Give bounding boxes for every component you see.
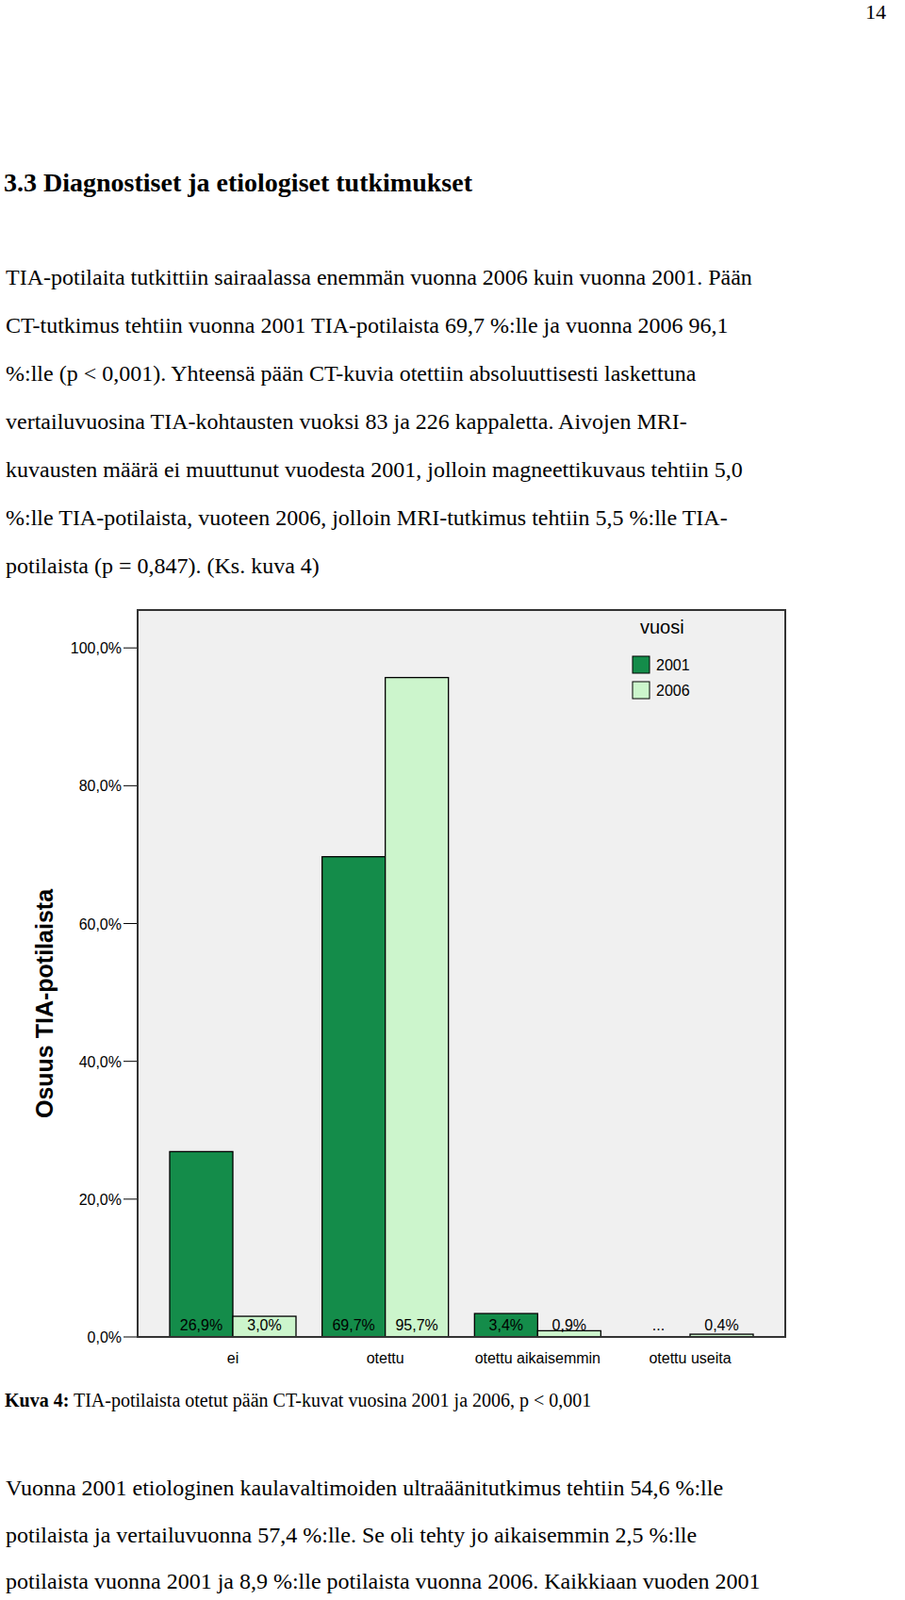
text-line: %:lle TIA-potilaista, vuoteen 2006, joll… [5,505,728,531]
data-label: 0,9% [552,1316,587,1333]
x-tick-label: ei [227,1349,239,1366]
text-line: potilaista vuonna 2001 ja 8,9 %:lle poti… [5,1568,761,1595]
chart: 0,0% 20,0% 40,0% 60,0% 80,0% 100,0% Osuus TIA-… [0,0,905,1600]
x-tick-label: otettu [366,1349,405,1366]
y-tick-label: 0,0% [87,1329,122,1346]
caption-label: Kuva 4: [4,1389,69,1411]
heading: 3.3 Diagnostiset ja etiologiset tutkimuk… [3,167,473,198]
bars [169,677,754,1337]
text-line: vertailuvuosina TIA-kohtausten vuoksi 83… [5,409,688,435]
legend-label: 2006 [656,682,691,699]
y-tick-label: 100,0% [70,640,122,657]
bar [322,856,386,1337]
text-line: CT-tutkimus tehtiin vuonna 2001 TIA-poti… [5,312,729,339]
y-axis-label: Osuus TIA-potilaista [31,888,58,1119]
plot-frame [137,609,786,1337]
data-label: 69,7% [331,1316,375,1333]
text-line: potilaista ja vertailuvuonna 57,4 %:lle.… [5,1522,697,1548]
legend-swatch [632,656,650,674]
data-label: 26,9% [180,1316,223,1333]
page-number: 14 [865,0,887,25]
text-line: TIA-potilaita tutkittiin sairaalassa ene… [5,264,753,291]
plot-area [137,609,786,1337]
y-tick [123,785,138,787]
legend-swatch [632,681,650,699]
legend-title: vuosi [640,616,685,638]
data-label: 95,7% [394,1316,438,1333]
text-line: potilaista (p = 0,847). (Ks. kuva 4) [5,553,320,579]
legend-label: 2001 [656,657,691,674]
data-label: 0,4% [704,1316,739,1333]
y-tick [123,922,138,924]
data-labels: 26,9% 3,0% 69,7% 95,7% 3,4% 0,9%... 0,4% [180,1316,740,1333]
x-tick-label: otettu useita [648,1349,731,1366]
bar [474,1313,538,1337]
data-label: 3,0% [246,1316,281,1333]
text-line: kuvausten määrä ei muuttunut vuodesta 20… [5,457,743,483]
y-tick [123,1060,138,1062]
y-tick-label: 20,0% [79,1191,122,1208]
y-tick [123,1336,138,1338]
bar [385,677,449,1337]
text-line: %:lle (p < 0,001). Yhteensä pään CT-kuvi… [5,361,696,387]
data-label: ... [652,1316,665,1333]
bar [169,1151,233,1337]
caption-text: TIA-potilaista otetut pään CT-kuvat vuos… [68,1389,592,1411]
y-tick-label: 40,0% [79,1053,122,1070]
y-tick [123,1198,138,1200]
y-tick-label: 60,0% [79,916,122,933]
text-line: Vuonna 2001 etiologinen kaulavaltimoiden… [5,1475,724,1501]
y-tick-label: 80,0% [79,777,122,794]
x-tick-label: otettu aikaisemmin [475,1349,601,1366]
caption: Kuva 4: TIA-potilaista otetut pään CT-ku… [4,1389,592,1412]
bar [232,1316,297,1337]
y-tick [123,647,138,649]
data-label: 3,4% [489,1316,524,1333]
